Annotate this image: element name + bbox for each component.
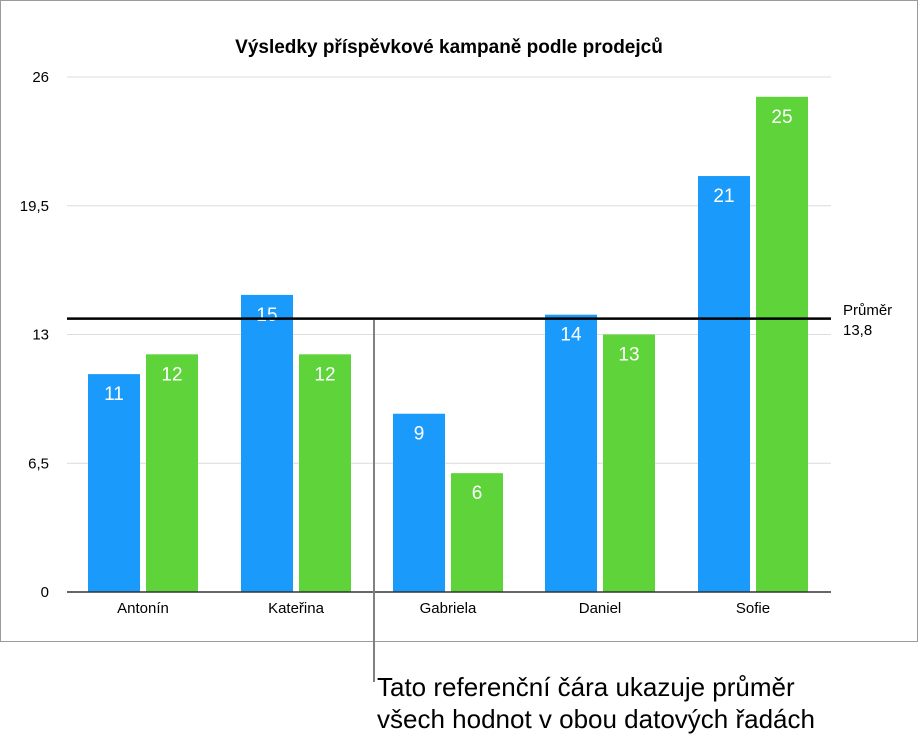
y-tick-label: 13 [32, 327, 49, 344]
y-tick-label: 19,5 [20, 198, 49, 215]
bar-value-label: 12 [314, 364, 335, 385]
bar-value-label: 15 [256, 305, 277, 326]
callout-line [373, 320, 375, 682]
y-tick-label: 26 [32, 69, 49, 86]
x-tick-label: Sofie [736, 600, 770, 617]
bar-value-label: 13 [618, 345, 639, 366]
chart-frame: Výsledky příspěvkové kampaně podle prode… [0, 0, 918, 642]
bar [146, 354, 198, 592]
bar-value-label: 6 [472, 483, 483, 504]
bar [756, 96, 808, 593]
bar [545, 314, 597, 592]
bar [241, 294, 293, 592]
bar-value-label: 12 [161, 364, 182, 385]
callout-text-line-2: všech hodnot v obou datových řadách [377, 704, 815, 734]
bar [88, 374, 140, 592]
bar-value-label: 14 [560, 325, 582, 346]
chart-title: Výsledky příspěvkové kampaně podle prode… [235, 37, 663, 58]
bar [451, 473, 503, 592]
bar-chart: Výsledky příspěvkové kampaně podle prode… [20, 37, 892, 617]
bar-value-label: 21 [713, 186, 734, 207]
bar [603, 334, 655, 592]
x-tick-label: Gabriela [420, 600, 477, 617]
bar-value-label: 11 [104, 384, 124, 405]
x-tick-label: Antonín [117, 600, 169, 617]
bar [393, 413, 445, 592]
x-tick-label: Kateřina [268, 600, 325, 617]
callout-text-line-1: Tato referenční čára ukazuje průměr [377, 672, 795, 702]
reference-line-label: Průměr [843, 302, 892, 319]
y-tick-label: 0 [41, 584, 49, 601]
bar-value-label: 25 [771, 107, 792, 128]
callout-text: Tato referenční čára ukazuje průměr všec… [377, 671, 917, 735]
reference-line-value: 13,8 [843, 322, 872, 339]
x-tick-label: Daniel [579, 600, 622, 617]
bar-value-label: 9 [414, 424, 425, 445]
bar [299, 354, 351, 592]
y-tick-label: 6,5 [28, 455, 49, 472]
bar [698, 176, 750, 593]
